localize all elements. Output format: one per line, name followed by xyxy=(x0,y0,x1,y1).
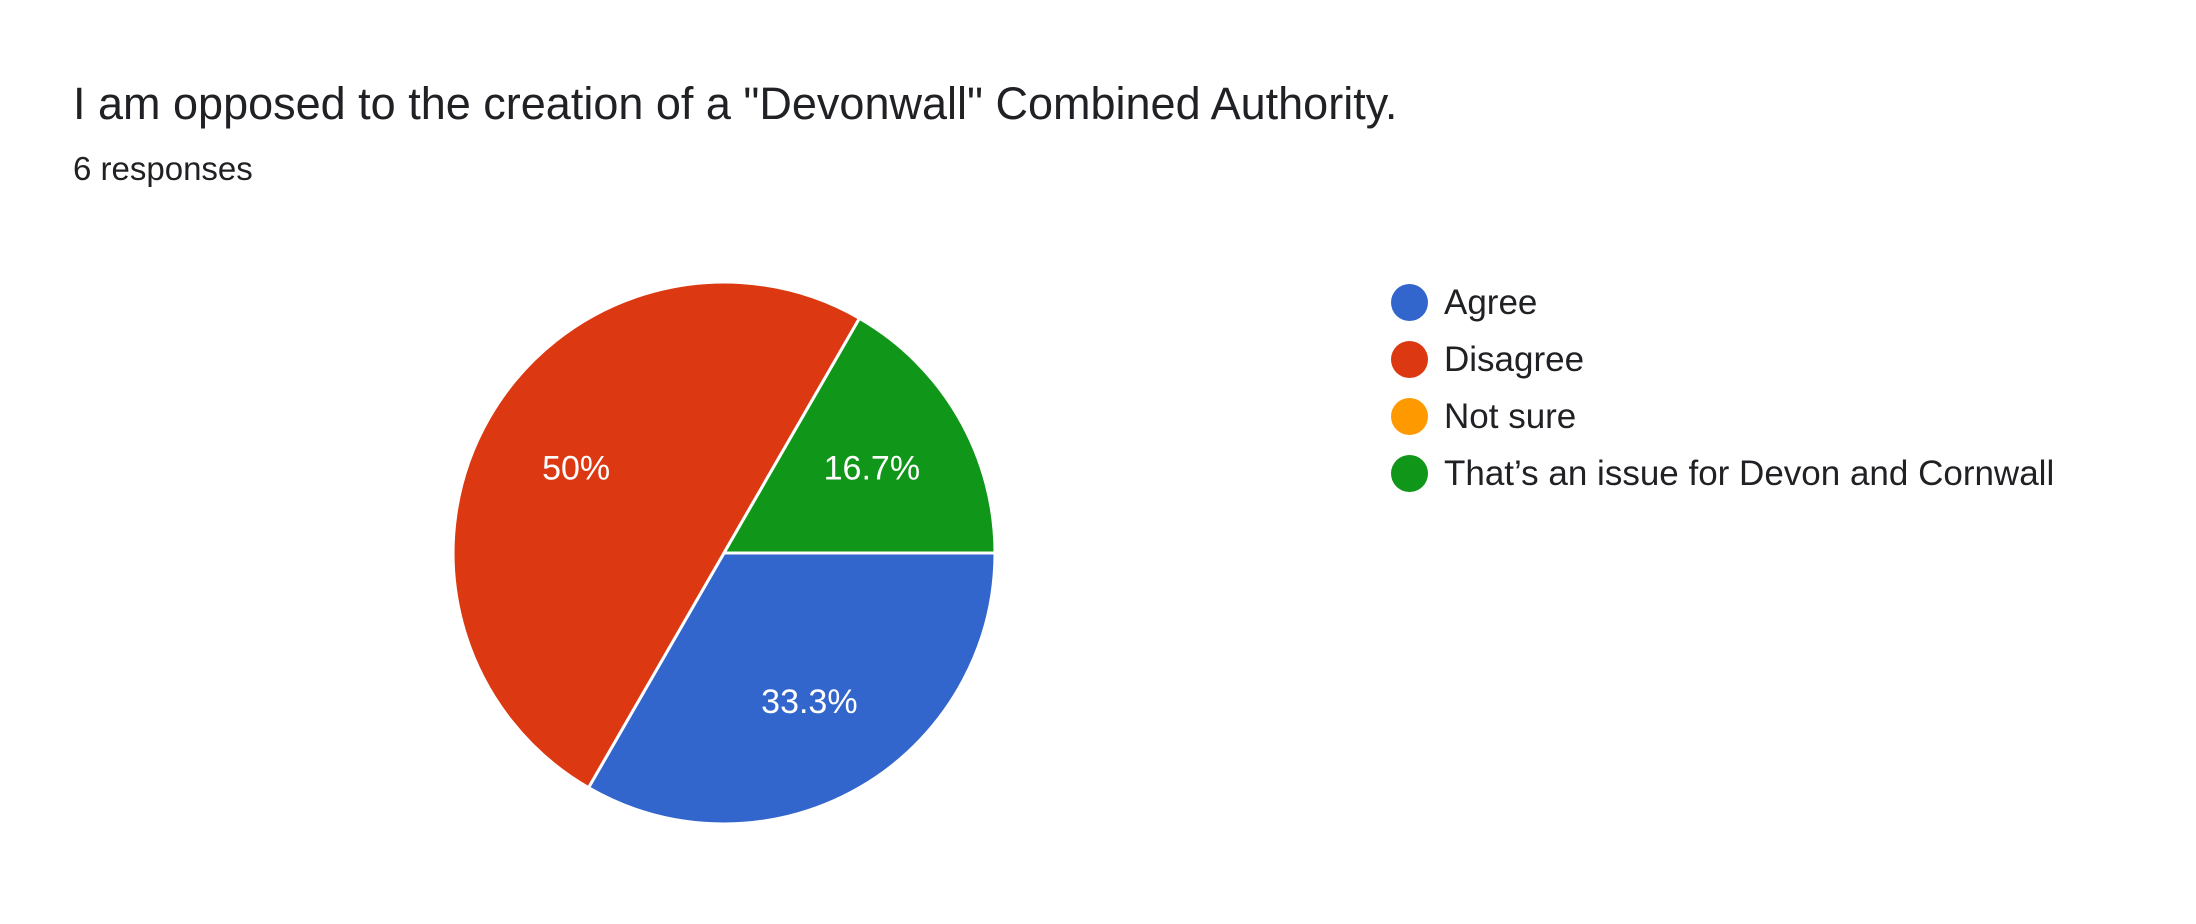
pie-slice-label: 50% xyxy=(542,450,610,488)
response-count: 6 responses xyxy=(73,150,253,187)
pie-slice-agree[interactable] xyxy=(586,551,997,826)
chart-title: I am opposed to the creation of a "Devon… xyxy=(73,78,1398,129)
legend-label: Agree xyxy=(1444,282,1538,322)
pie-slice-disagree[interactable] xyxy=(451,280,862,790)
legend-label: Not sure xyxy=(1444,396,1577,436)
chart-legend: Agree Disagree Not sure That’s an issue for… xyxy=(1391,274,2054,502)
pie-slice-that-s-an-issue-for-devon-and-cornwall[interactable] xyxy=(721,316,997,555)
legend-item[interactable]: Agree xyxy=(1391,274,2054,331)
pie-slice-label: 33.3% xyxy=(761,683,857,721)
pie-slice-label: 16.7% xyxy=(824,450,920,488)
legend-label: That’s an issue for Devon and Cornwall xyxy=(1444,453,2055,493)
legend-item[interactable]: Disagree xyxy=(1391,331,2054,388)
legend-swatch xyxy=(1391,455,1428,492)
legend-label: Disagree xyxy=(1444,339,1585,379)
legend-swatch xyxy=(1391,398,1428,435)
legend-item[interactable]: That’s an issue for Devon and Cornwall xyxy=(1391,445,2054,502)
legend-item[interactable]: Not sure xyxy=(1391,388,2054,445)
legend-swatch xyxy=(1391,284,1428,321)
legend-swatch xyxy=(1391,341,1428,378)
